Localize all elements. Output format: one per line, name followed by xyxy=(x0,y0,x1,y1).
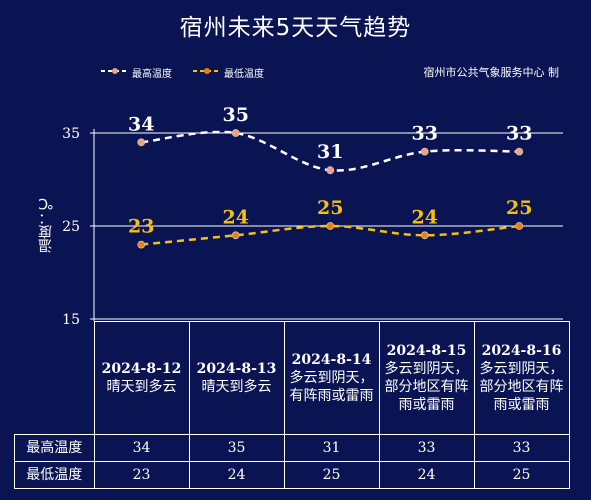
table-row-low: 最低温度 23 24 25 24 25 xyxy=(14,461,570,489)
table-cell-low: 25 xyxy=(473,461,570,489)
table-row-label-low: 最低温度 xyxy=(14,461,95,489)
table-corner xyxy=(14,321,95,435)
legend-label-low: 最低温度 xyxy=(224,69,264,80)
table-row-high: 最高温度 34 35 31 33 33 xyxy=(14,434,570,462)
chart-title: 宿州未来5天天气趋势 xyxy=(179,15,412,41)
data-label-low: 24 xyxy=(223,206,249,228)
table-row-label-high: 最高温度 xyxy=(14,434,95,462)
table-cell-low: 24 xyxy=(188,461,285,489)
table-date-cell: 2024-8-12 晴天到多云 xyxy=(93,321,190,435)
y-tick-label: 25 xyxy=(62,219,80,235)
data-label-low: 25 xyxy=(317,197,343,219)
point-low xyxy=(326,222,335,230)
point-low xyxy=(231,231,240,240)
table-date-cell: 2024-8-16 多云到阴天，部分地区有阵雨或雷雨 xyxy=(473,321,570,435)
table-cell-low: 24 xyxy=(378,461,475,489)
data-label-high: 35 xyxy=(223,104,249,126)
table-date-cell: 2024-8-13 晴天到多云 xyxy=(188,321,285,435)
table-cell-low: 23 xyxy=(93,461,190,489)
point-low xyxy=(137,240,146,249)
table-date-cell: 2024-8-14 多云到阴天，有阵雨或雷雨 xyxy=(283,321,380,435)
table-date-cell: 2024-8-15 多云到阴天，部分地区有阵雨或雷雨 xyxy=(378,321,475,435)
table-cell-low: 25 xyxy=(283,461,380,489)
series-line-low xyxy=(141,224,520,246)
legend-swatch-low xyxy=(193,68,221,74)
data-label-high: 34 xyxy=(128,113,154,135)
y-tick-label: 35 xyxy=(62,126,80,142)
point-high xyxy=(326,166,335,175)
table-cell-high: 33 xyxy=(378,434,475,462)
table-cell-high: 31 xyxy=(283,434,380,462)
data-label-low: 25 xyxy=(506,197,532,219)
point-high xyxy=(231,129,240,137)
point-high xyxy=(137,138,146,147)
data-label-low: 24 xyxy=(412,206,438,228)
data-label-low: 23 xyxy=(128,216,154,238)
point-high xyxy=(515,147,524,156)
point-low xyxy=(515,222,524,230)
legend-swatch-high xyxy=(101,68,129,74)
source-credit: 宿州市公共气象服务中心 制 xyxy=(423,66,560,79)
point-high xyxy=(420,147,429,156)
data-label-high: 31 xyxy=(317,141,343,163)
table-row-dates: 2024-8-12 晴天到多云 2024-8-13 晴天到多云 2024-8-14 多… xyxy=(14,321,570,435)
data-label-high: 33 xyxy=(412,123,438,145)
table-cell-high: 34 xyxy=(93,434,190,462)
data-label-high: 33 xyxy=(506,123,532,145)
forecast-table: 2024-8-12 晴天到多云 2024-8-13 晴天到多云 2024-8-14 多… xyxy=(14,321,570,489)
point-low xyxy=(420,231,429,240)
legend-label-high: 最高温度 xyxy=(132,69,172,80)
table-cell-high: 35 xyxy=(188,434,285,462)
table-cell-high: 33 xyxy=(473,434,570,462)
